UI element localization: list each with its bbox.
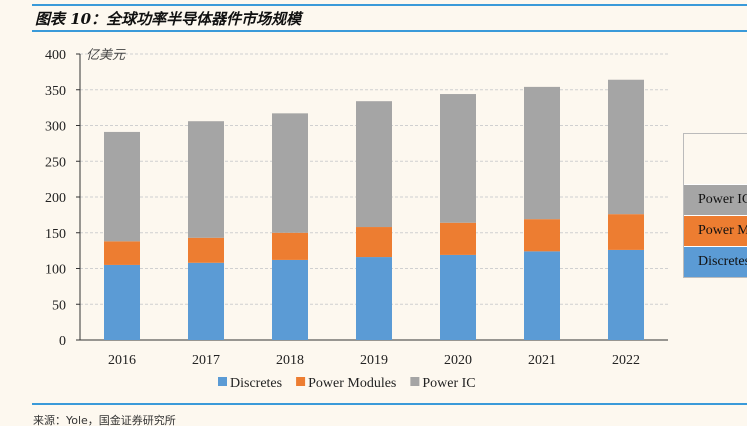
bar-discretes <box>608 249 644 340</box>
bar-power-modules <box>104 241 140 265</box>
x-tick-label: 2020 <box>444 353 472 368</box>
x-tick-label: 2022 <box>612 353 640 368</box>
top-rule <box>32 4 747 6</box>
y-axis-unit: 亿美元 <box>86 47 126 62</box>
legend-label: Discretes <box>230 376 282 391</box>
y-tick-label: 150 <box>45 227 66 242</box>
side-discretes: Discretes <box>684 246 747 277</box>
y-tick-label: 300 <box>45 120 66 135</box>
bar-power-modules <box>188 237 224 263</box>
bar-power-modules <box>272 232 308 260</box>
y-tick-label: 400 <box>45 48 66 63</box>
side-power-modules: Power Modules <box>684 215 747 246</box>
bar-power-ic <box>356 101 392 228</box>
side-legend-table: Power IC Power Modules Discretes <box>683 133 747 278</box>
bottom-rule <box>32 403 747 405</box>
side-power-ic: Power IC <box>684 184 747 215</box>
bar-power-modules <box>356 227 392 258</box>
legend-swatch <box>410 377 420 386</box>
x-tick-label: 2018 <box>276 353 304 368</box>
y-tick-label: 200 <box>45 191 66 206</box>
title-rule <box>32 30 747 32</box>
x-tick-label: 2021 <box>528 353 556 368</box>
x-tick-label: 2016 <box>108 353 136 368</box>
bar-discretes <box>440 254 476 340</box>
bar-power-ic <box>524 86 560 220</box>
y-tick-label: 100 <box>45 263 66 278</box>
legend-swatch <box>296 377 306 386</box>
x-tick-label: 2019 <box>360 353 388 368</box>
y-tick-label: 0 <box>59 334 66 349</box>
y-tick-label: 50 <box>52 298 66 313</box>
chart: 0 50 100 150 200 250 300 350 400 亿美元 2016 2017 2018 2… <box>45 47 668 391</box>
y-tick-label: 250 <box>45 155 66 170</box>
x-tick-label: 2017 <box>192 353 220 368</box>
bar-power-ic <box>104 131 140 242</box>
bar-discretes <box>356 257 392 340</box>
legend-swatch <box>218 377 227 386</box>
legend-label: Power Modules <box>308 376 396 391</box>
bar-power-ic <box>608 79 644 215</box>
side-blank <box>684 134 747 184</box>
bar-power-modules <box>524 219 560 252</box>
bar-power-modules <box>608 214 644 250</box>
bar-power-ic <box>188 121 224 238</box>
source-note: 来源：Yole，国金证券研究所 <box>33 414 176 426</box>
bar-discretes <box>188 262 224 340</box>
bar-power-ic <box>272 113 308 233</box>
bar-discretes <box>104 264 140 340</box>
figure-title: 图表 10：全球功率半导体器件市场规模 <box>35 10 302 28</box>
bar-power-ic <box>440 94 476 223</box>
bar-discretes <box>272 259 308 340</box>
bar-discretes <box>524 251 560 340</box>
y-tick-label: 350 <box>45 84 66 99</box>
bar-power-modules <box>440 222 476 255</box>
legend-label: Power IC <box>422 376 475 391</box>
